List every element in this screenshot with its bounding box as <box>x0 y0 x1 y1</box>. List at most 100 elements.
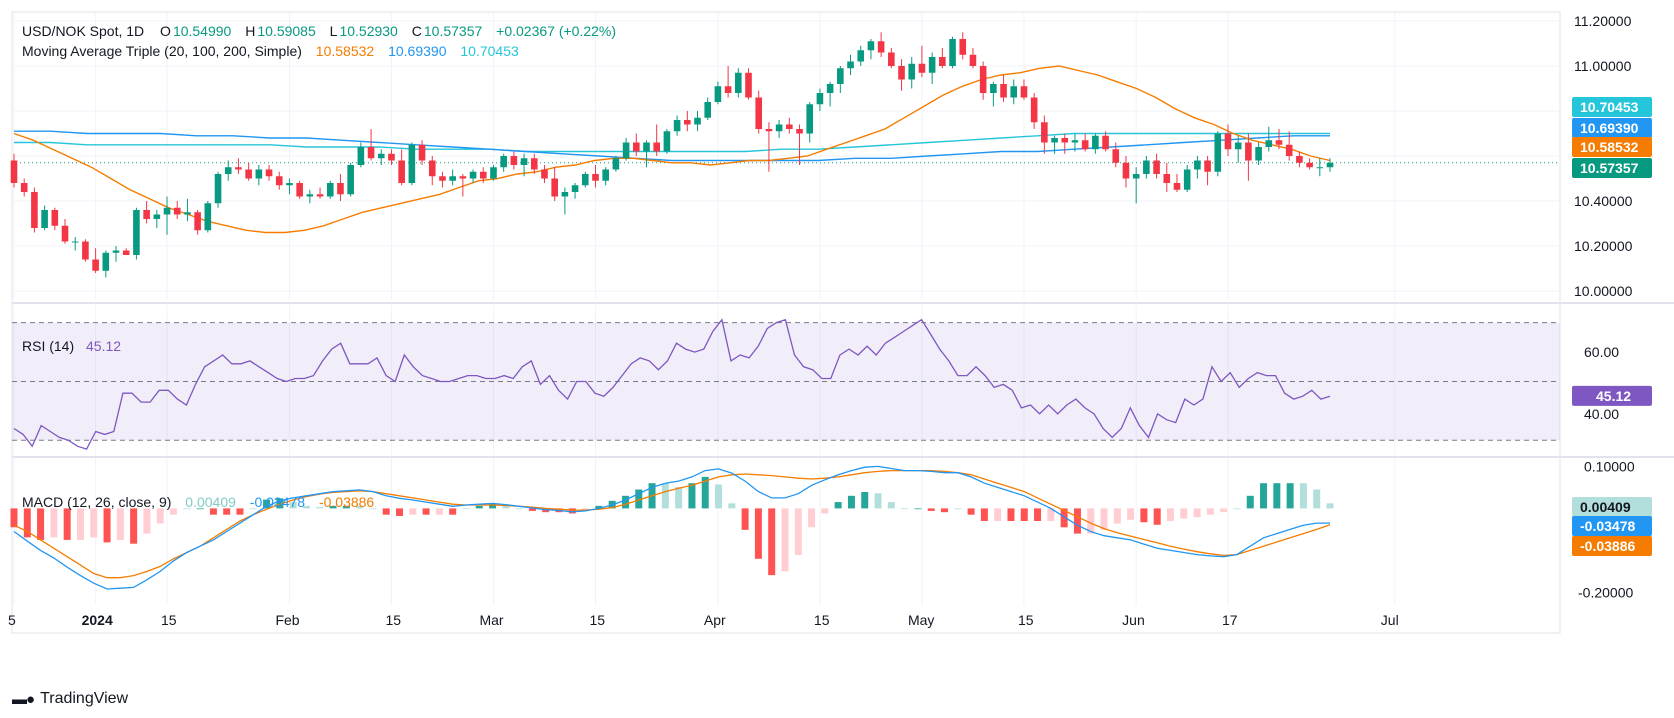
candle-body <box>1296 156 1303 163</box>
candle-body <box>1041 122 1048 143</box>
candle-body <box>561 192 569 197</box>
candle-body <box>949 39 956 66</box>
candle-body <box>592 174 599 181</box>
macd-histogram-bar <box>1007 508 1015 521</box>
open-label: O <box>160 23 171 39</box>
macd-histogram-bar <box>276 498 284 509</box>
macd-histogram-bar <box>635 489 643 509</box>
candle-body <box>1132 174 1140 179</box>
macd-histogram-bar <box>329 505 337 509</box>
candle-body <box>847 61 854 69</box>
candle-body <box>408 144 416 183</box>
macd-histogram-bar <box>887 502 895 509</box>
macd-histogram-bar <box>1047 508 1055 521</box>
time-axis-tick: 15 <box>589 612 605 628</box>
time-axis-tick: 15 <box>814 612 830 628</box>
candle-body <box>377 153 385 159</box>
time-axis-tick: 15 <box>385 612 401 628</box>
candle-body <box>490 167 497 179</box>
macd-histogram-bar <box>1140 508 1148 523</box>
macd-histogram-bar <box>954 508 962 510</box>
macd-histogram-bar <box>861 492 869 509</box>
macd-histogram-bar <box>528 508 536 511</box>
macd-histogram-bar <box>1100 508 1108 530</box>
macd-histogram-bar <box>675 486 683 509</box>
candle-body <box>1061 138 1069 143</box>
macd-histogram-bar <box>1153 508 1161 525</box>
ma-legend: Moving Average Triple (20, 100, 200, Sim… <box>22 42 521 60</box>
candle-body <box>459 176 467 179</box>
macd-histogram-bar <box>781 508 789 572</box>
candle-body <box>347 165 354 195</box>
time-axis-tick: 5 <box>8 612 16 628</box>
candle-body <box>500 156 507 168</box>
tradingview-logo-icon: ▬● <box>12 690 35 708</box>
macd-histogram-bar <box>701 476 709 509</box>
candle-body <box>1245 142 1252 161</box>
candle-body <box>510 156 518 165</box>
candle-body <box>71 241 79 243</box>
candle-body <box>826 84 834 93</box>
candle-body <box>224 167 232 174</box>
candle-body <box>143 210 150 219</box>
ma100-line <box>14 130 1330 162</box>
ma-label: Moving Average Triple (20, 100, 200, Sim… <box>22 43 302 59</box>
macd-histogram-bar <box>808 508 816 528</box>
macd-histogram-bar <box>183 508 191 510</box>
candle-body <box>449 176 456 181</box>
macd-histogram-bar <box>23 508 31 538</box>
candle-body <box>398 160 405 183</box>
macd-histogram-bar <box>236 508 244 515</box>
macd-signal-value: -0.03886 <box>318 494 375 510</box>
macd-histogram-bar <box>1087 508 1095 534</box>
macd-histogram-bar <box>794 508 802 556</box>
candle-body <box>806 104 814 134</box>
candle-body <box>571 185 579 192</box>
candle-body <box>1020 86 1028 98</box>
rsi-label: RSI (14) <box>22 338 75 354</box>
candle-body <box>326 183 334 197</box>
candle-body <box>663 131 671 152</box>
macd-histogram-bar <box>116 508 124 540</box>
price-axis-tick: 10.00000 <box>1574 283 1633 299</box>
macd-histogram-bar <box>1246 495 1254 509</box>
macd-histogram-bar <box>143 508 151 534</box>
price-axis-tag <box>1572 97 1652 117</box>
macd-histogram-bar <box>1299 483 1307 509</box>
macd-histogram-bar <box>1273 483 1281 509</box>
rsi-value: 45.12 <box>86 338 122 354</box>
candle-body <box>1183 169 1191 190</box>
macd-axis-tag-label: -0.03478 <box>1580 518 1635 534</box>
time-axis-tick: 15 <box>1018 612 1034 628</box>
time-axis-tick: Apr <box>704 612 726 628</box>
macd-histogram-bar <box>130 508 138 544</box>
candle-body <box>275 176 283 186</box>
candle-body <box>908 63 916 80</box>
candle-body <box>10 160 18 183</box>
low-value: 10.52930 <box>339 23 398 39</box>
candle-body <box>724 86 732 93</box>
candle-body <box>1265 140 1273 147</box>
candle-body <box>214 174 222 204</box>
candle-body <box>439 176 446 181</box>
candle-body <box>31 192 38 228</box>
candle-body <box>551 178 558 197</box>
candle-body <box>286 183 293 186</box>
candle-body <box>612 158 620 170</box>
candle-body <box>1102 135 1109 150</box>
macd-axis-tag <box>1572 516 1652 536</box>
macd-histogram-bar <box>688 483 696 509</box>
macd-histogram-bar <box>595 505 603 509</box>
price-axis-tag-label: 10.57357 <box>1580 160 1639 176</box>
rsi-line <box>13 318 1331 450</box>
macd-histogram-bar <box>223 508 231 515</box>
brand[interactable]: ▬● TradingView <box>12 690 128 708</box>
candle-body <box>1194 160 1201 170</box>
candle-body <box>235 167 242 170</box>
time-axis-tick: 17 <box>1222 612 1238 628</box>
ma200-value: 10.70453 <box>460 43 519 59</box>
candle-body <box>1173 183 1181 190</box>
macd-histogram-bar <box>156 508 164 524</box>
candle-body <box>296 183 303 197</box>
